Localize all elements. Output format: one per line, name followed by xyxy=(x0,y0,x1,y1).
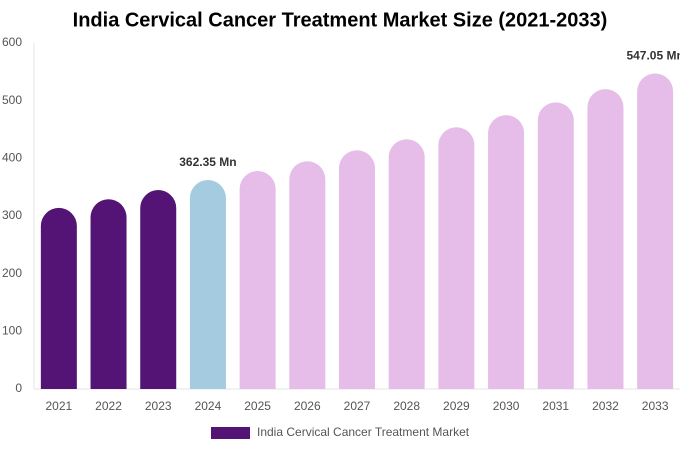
bar xyxy=(239,171,276,389)
bar xyxy=(537,102,574,390)
bar xyxy=(438,127,475,390)
y-tick-label: 300 xyxy=(2,208,22,222)
x-tick-label: 2029 xyxy=(443,399,470,413)
bar xyxy=(289,161,326,389)
bar xyxy=(339,150,375,389)
bar xyxy=(388,139,425,389)
bar xyxy=(637,73,674,390)
legend-swatch xyxy=(211,427,250,439)
bar xyxy=(488,115,525,389)
x-tick-label: 2026 xyxy=(294,399,321,413)
y-tick-label: 500 xyxy=(2,93,22,107)
x-tick-label: 2021 xyxy=(45,399,72,413)
chart-title: India Cervical Cancer Treatment Market S… xyxy=(73,9,608,31)
x-tick-label: 2030 xyxy=(493,399,520,413)
x-tick-label: 2024 xyxy=(195,399,222,413)
bar xyxy=(90,199,127,389)
bar xyxy=(189,180,226,389)
y-tick-label: 400 xyxy=(2,151,22,165)
bar xyxy=(140,190,177,389)
x-tick-label: 2028 xyxy=(393,399,420,413)
y-tick-label: 600 xyxy=(2,35,22,49)
value-label: 547.05 Mn xyxy=(626,49,680,63)
x-tick-label: 2023 xyxy=(145,399,172,413)
x-tick-label: 2025 xyxy=(244,399,271,413)
x-tick-label: 2033 xyxy=(642,399,669,413)
x-tick-label: 2032 xyxy=(592,399,619,413)
legend-label: India Cervical Cancer Treatment Market xyxy=(257,425,470,439)
y-tick-label: 200 xyxy=(2,266,22,280)
y-tick-label: 100 xyxy=(2,324,22,338)
bar xyxy=(587,89,624,389)
y-tick-label: 0 xyxy=(15,381,22,395)
x-tick-label: 2031 xyxy=(542,399,569,413)
value-label: 362.35 Mn xyxy=(179,155,236,169)
x-tick-label: 2027 xyxy=(344,399,371,413)
x-tick-label: 2022 xyxy=(95,399,122,413)
bar xyxy=(40,207,77,389)
